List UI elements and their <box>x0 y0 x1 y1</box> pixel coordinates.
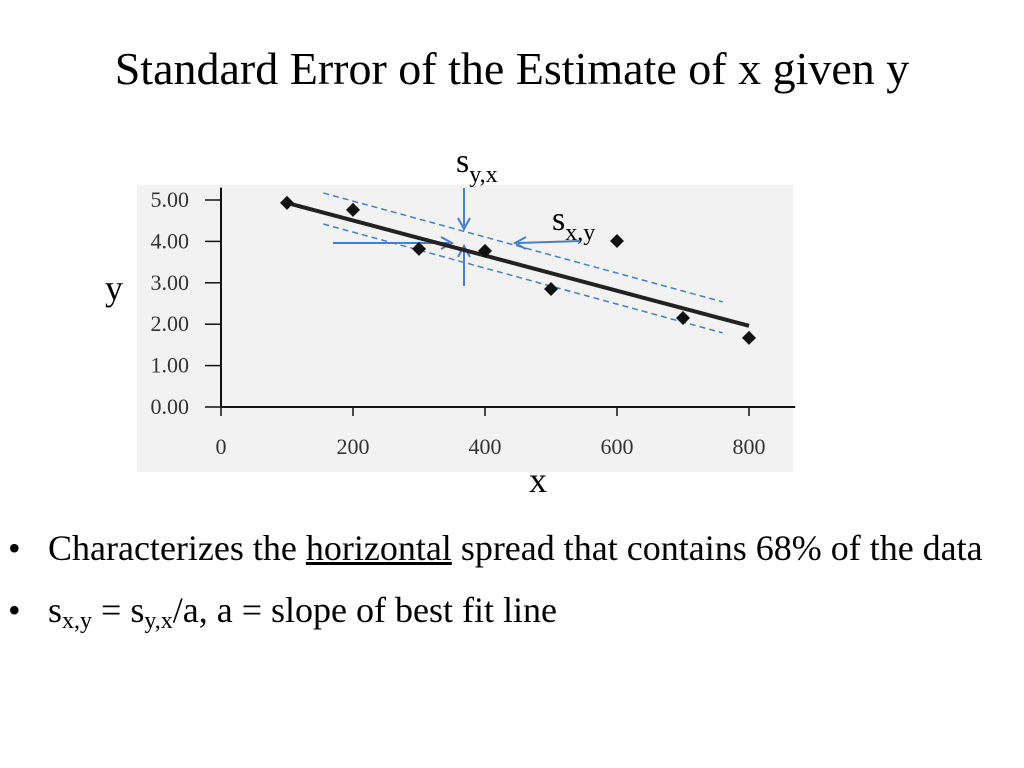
fit-line <box>286 200 750 328</box>
bullet-list: Characterizes the horizontal spread that… <box>0 528 1008 652</box>
x-tick-label: 0 <box>216 434 227 459</box>
slide-title: Standard Error of the Estimate of x give… <box>115 43 910 94</box>
bullet-emphasis: horizontal <box>305 528 452 568</box>
annotation-subscript: y,x <box>469 162 497 188</box>
bullet-text: Characterizes the <box>48 528 306 568</box>
y-tick-label: 2.00 <box>151 311 190 336</box>
arrow-head <box>457 243 471 258</box>
arrow-head <box>457 217 471 232</box>
y-tick-label: 5.00 <box>151 187 190 212</box>
x-axis-label: x <box>529 460 547 500</box>
y-axis-label: y <box>105 268 123 308</box>
arrow <box>517 240 581 244</box>
data-point <box>478 243 492 258</box>
y-tick-label: 4.00 <box>151 228 190 253</box>
y-tick-label: 0.00 <box>151 394 190 419</box>
x-tick-label: 400 <box>469 434 502 459</box>
band-line <box>323 223 723 334</box>
data-point <box>280 195 294 210</box>
data-point <box>412 241 426 256</box>
subscript: y,x <box>144 608 173 634</box>
annotation-text: s <box>552 201 565 238</box>
annotation-syx: sy,x <box>456 143 498 188</box>
y-tick-label: 1.00 <box>151 353 190 378</box>
y-tick-label: 3.00 <box>151 270 190 295</box>
data-point <box>676 310 690 325</box>
bullet: sx,y = sy,x/a, a = slope of best fit lin… <box>8 590 1008 633</box>
data-point <box>544 282 558 297</box>
bullet-text: spread that contains 68% of the data <box>451 528 983 568</box>
bullet-text: s <box>48 590 63 630</box>
arrow-head <box>440 236 455 250</box>
band-line <box>323 192 723 303</box>
arrow-head <box>512 236 527 250</box>
annotation-text: s <box>456 143 469 180</box>
data-point <box>610 233 624 248</box>
subscript: x,y <box>62 608 93 634</box>
x-tick-label: 600 <box>601 434 634 459</box>
data-point <box>742 330 756 345</box>
x-tick-label: 200 <box>337 434 370 459</box>
bullet-text: /a, a = slope of best fit line <box>172 590 557 630</box>
x-tick-label: 800 <box>733 434 766 459</box>
plot-background <box>137 185 793 472</box>
bullet: Characterizes the horizontal spread that… <box>8 528 1008 568</box>
bullet-text: = s <box>92 590 145 630</box>
data-point <box>346 202 360 217</box>
